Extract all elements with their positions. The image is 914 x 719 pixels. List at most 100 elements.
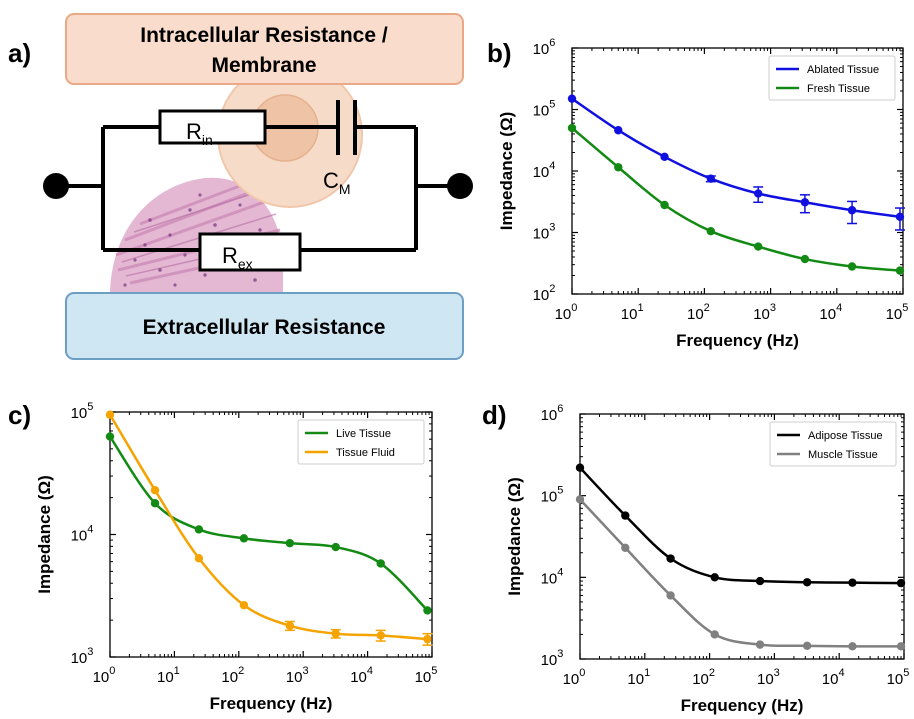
y-axis-title: Impedance (Ω) bbox=[497, 112, 516, 231]
legend-box bbox=[768, 55, 896, 101]
panel-a-letter: a) bbox=[8, 38, 31, 68]
y-tick-label: 104 bbox=[541, 566, 564, 587]
data-point bbox=[575, 463, 585, 472]
data-point bbox=[895, 212, 905, 222]
data-point bbox=[660, 200, 669, 210]
x-tick-label: 103 bbox=[757, 667, 780, 688]
right-terminal bbox=[447, 173, 473, 199]
data-point bbox=[150, 499, 160, 508]
legend-box bbox=[297, 419, 425, 465]
resistor-rex: Rex bbox=[198, 232, 302, 272]
data-point bbox=[575, 495, 585, 504]
data-point bbox=[660, 152, 669, 162]
x-tick-label: 100 bbox=[555, 302, 578, 323]
legend-label: Ablated Tissue bbox=[807, 64, 879, 76]
intracellular-label-line1: Intracellular Resistance / bbox=[140, 24, 388, 47]
data-point bbox=[706, 174, 716, 183]
data-point bbox=[710, 630, 719, 639]
plot-frame bbox=[579, 413, 905, 660]
data-point bbox=[194, 554, 204, 563]
y-tick-label: 105 bbox=[71, 401, 94, 422]
y-tick-label: 105 bbox=[533, 99, 556, 120]
data-point bbox=[802, 578, 812, 587]
data-point bbox=[105, 432, 115, 441]
data-point bbox=[376, 559, 385, 568]
legend-box bbox=[769, 421, 897, 467]
x-tick-label: 101 bbox=[621, 302, 644, 323]
data-point bbox=[800, 254, 810, 264]
series-line-1 bbox=[571, 127, 901, 272]
x-tick-label: 105 bbox=[415, 665, 438, 686]
legend-label: Adipose Tissue bbox=[808, 430, 883, 442]
data-point bbox=[614, 126, 623, 135]
x-tick-label: 104 bbox=[350, 665, 373, 686]
capacitor-cm: CM bbox=[323, 100, 357, 197]
x-tick-label: 100 bbox=[93, 665, 116, 686]
panel-c-letter: c) bbox=[8, 400, 31, 430]
intracellular-box: Intracellular Resistance / Membrane bbox=[65, 13, 464, 85]
data-point bbox=[755, 576, 765, 586]
panel-b: b) 100 101 102 103 104 105 102 103 104 105 106 Freq… bbox=[487, 37, 908, 350]
x-tick-label: 105 bbox=[887, 667, 910, 688]
panel-c: c) 100 101 102 103 104 105 103 104 105 Frequency … bbox=[8, 400, 437, 713]
x-axis-title: Frequency (Hz) bbox=[210, 694, 333, 713]
data-point bbox=[848, 642, 857, 651]
data-point bbox=[423, 606, 432, 615]
series-line-0 bbox=[571, 97, 901, 219]
data-point bbox=[150, 485, 160, 495]
cm-label: CM bbox=[323, 168, 351, 197]
data-point bbox=[754, 189, 763, 198]
data-point bbox=[285, 621, 295, 630]
data-point bbox=[567, 123, 577, 133]
x-tick-label: 104 bbox=[822, 667, 845, 688]
x-tick-label: 101 bbox=[627, 667, 650, 688]
panel-a: a) Intracellular Resistance / Membr bbox=[8, 13, 473, 360]
legend-label: Fresh Tissue bbox=[807, 83, 870, 95]
data-point bbox=[847, 206, 857, 215]
data-point bbox=[285, 538, 295, 548]
y-axis-title: Impedance (Ω) bbox=[505, 477, 524, 596]
data-point bbox=[896, 578, 906, 588]
chart-b: 100 101 102 103 104 105 102 103 104 105 106 Frequen… bbox=[497, 37, 908, 350]
panel-d-letter: d) bbox=[482, 400, 507, 430]
data-point bbox=[754, 242, 763, 251]
y-tick-label: 102 bbox=[533, 283, 556, 304]
data-point bbox=[621, 511, 630, 520]
legend-label: Muscle Tissue bbox=[808, 449, 878, 461]
data-point bbox=[895, 266, 905, 275]
data-point bbox=[802, 641, 812, 651]
data-point bbox=[896, 642, 906, 651]
data-point bbox=[423, 634, 432, 644]
x-tick-label: 102 bbox=[687, 302, 710, 323]
rex-label: Rex bbox=[222, 243, 253, 272]
intracellular-label-line2: Membrane bbox=[211, 54, 316, 77]
data-point bbox=[666, 591, 675, 600]
data-point bbox=[621, 543, 630, 552]
left-terminal bbox=[43, 173, 69, 199]
y-tick-label: 106 bbox=[541, 403, 564, 424]
legend-label: Live Tissue bbox=[336, 428, 391, 440]
y-tick-label: 103 bbox=[541, 648, 564, 669]
legend-label: Tissue Fluid bbox=[336, 447, 395, 459]
y-tick-label: 104 bbox=[533, 160, 556, 181]
data-point bbox=[755, 640, 765, 649]
extracellular-box: Extracellular Resistance bbox=[65, 292, 464, 360]
data-point bbox=[666, 554, 675, 563]
x-tick-label: 101 bbox=[157, 665, 180, 686]
data-point bbox=[239, 600, 249, 610]
data-point bbox=[331, 542, 340, 552]
circuit bbox=[56, 125, 460, 252]
data-point bbox=[706, 226, 716, 236]
data-point bbox=[331, 629, 340, 638]
x-tick-label: 100 bbox=[563, 667, 586, 688]
x-tick-label: 105 bbox=[886, 302, 909, 323]
series-line-1 bbox=[579, 498, 902, 648]
series-line-0 bbox=[579, 466, 902, 585]
rin-label: Rin bbox=[186, 119, 213, 148]
y-tick-label: 103 bbox=[71, 646, 94, 667]
data-point bbox=[800, 198, 810, 207]
y-tick-label: 104 bbox=[71, 524, 94, 545]
x-tick-label: 104 bbox=[819, 302, 842, 323]
data-point bbox=[376, 631, 385, 640]
